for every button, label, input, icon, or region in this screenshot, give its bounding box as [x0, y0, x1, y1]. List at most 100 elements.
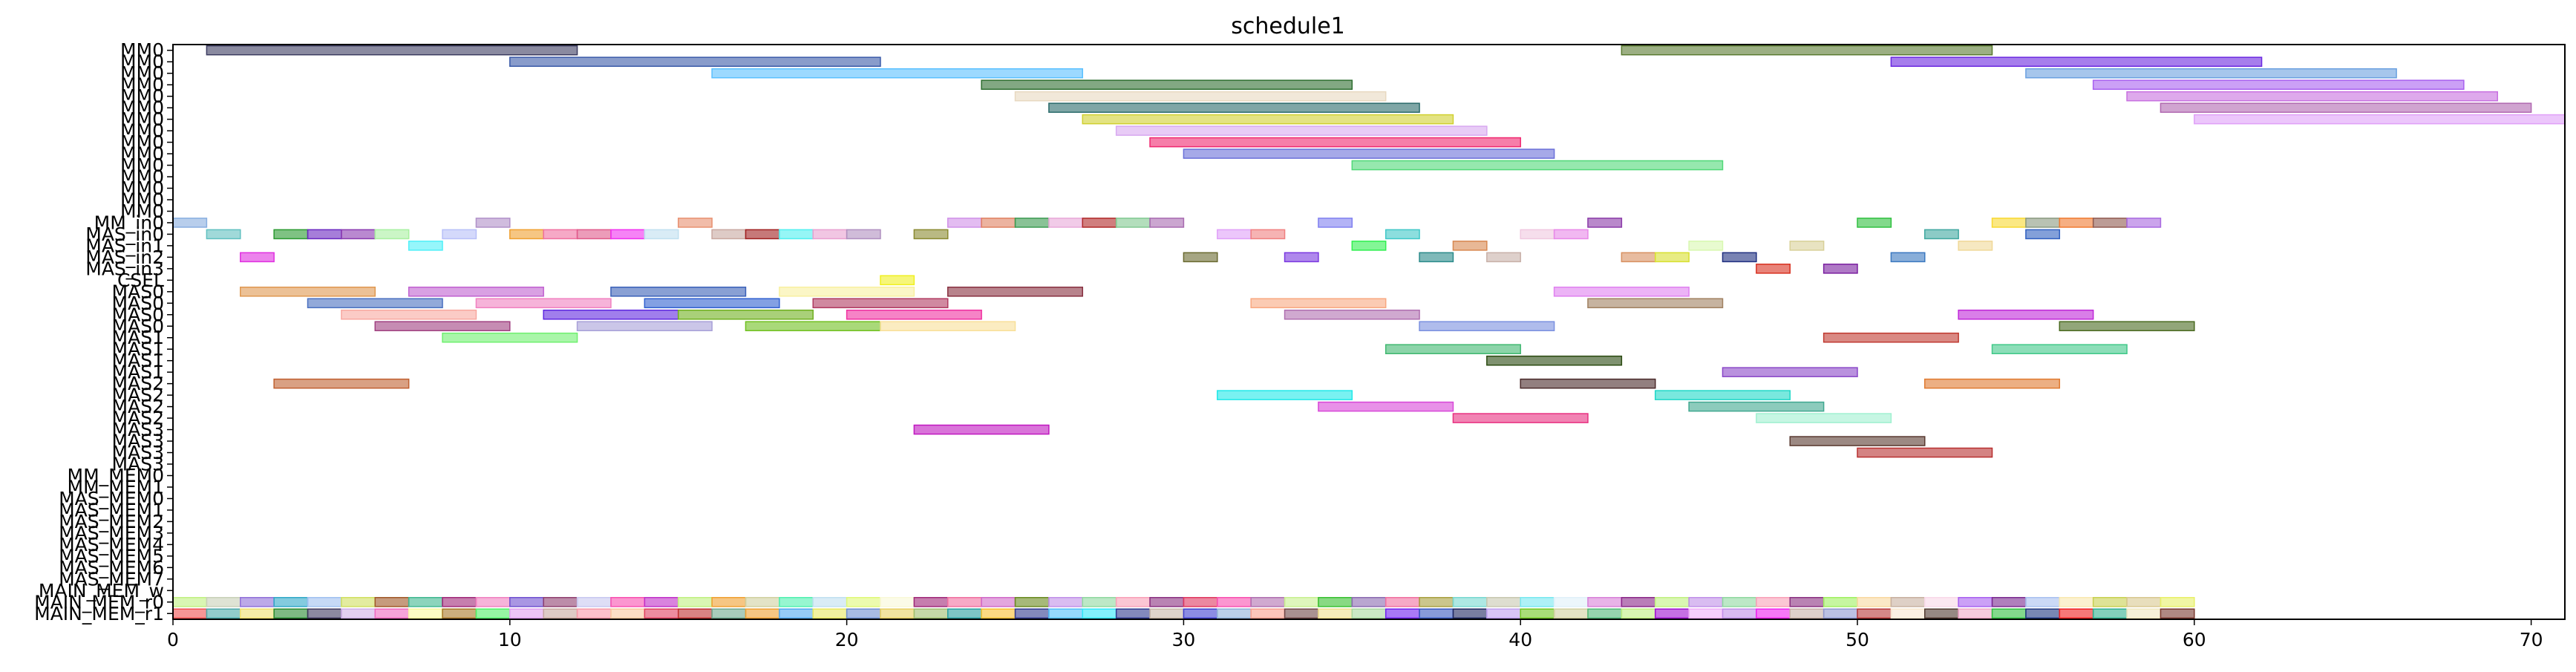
gantt-bar: [307, 298, 443, 309]
y-tick-label: MAS0: [112, 293, 164, 314]
gantt-bar: [1385, 344, 1521, 354]
gantt-bar: [745, 229, 780, 240]
gantt-bar: [1991, 596, 2027, 607]
gantt-bar: [240, 252, 275, 263]
gantt-bar: [1149, 218, 1185, 228]
gantt-bar: [1014, 608, 1050, 619]
gantt-bar: [880, 596, 915, 607]
gantt-bar: [1587, 608, 1623, 619]
gantt-bar: [1351, 608, 1387, 619]
gantt-bar: [1890, 56, 2263, 67]
gantt-bar: [408, 241, 443, 251]
gantt-bar: [307, 596, 342, 607]
x-tick-label: 30: [1172, 629, 1196, 650]
gantt-bar: [1115, 218, 1151, 228]
gantt-bar: [711, 229, 747, 240]
y-axis: MAIN_MEM_r1MAIN_MEM_r0MAIN_MEM_wMAS_MEM7…: [34, 39, 173, 624]
gantt-bar: [374, 321, 511, 332]
gantt-bar: [846, 309, 982, 320]
gantt-bar: [1991, 608, 2027, 619]
gantt-bar: [1654, 390, 1791, 400]
gantt-bar: [408, 608, 443, 619]
gantt-bar: [812, 298, 949, 309]
gantt-bar: [1857, 596, 1892, 607]
gantt-bar: [240, 287, 376, 297]
gantt-bar: [1284, 252, 1319, 263]
gantt-bar: [1183, 149, 1555, 159]
gantt-bar: [846, 608, 881, 619]
y-tick-label: MAS0: [112, 281, 164, 302]
gantt-bar: [475, 298, 612, 309]
gantt-bar: [2025, 68, 2397, 79]
y-tick-label: MAS2: [112, 396, 164, 417]
gantt-bar: [1284, 596, 1319, 607]
y-tick-label: MAS_MEM2: [59, 511, 164, 532]
gantt-bar: [1419, 608, 1454, 619]
y-tick-label: MM0: [120, 120, 164, 142]
gantt-bar: [610, 287, 747, 297]
gantt-bar: [2160, 596, 2195, 607]
x-tick-label: 50: [1846, 629, 1869, 650]
gantt-bar: [1756, 264, 1791, 274]
gantt-bar: [1486, 596, 1521, 607]
gantt-bar: [1553, 608, 1589, 619]
gantt-bar: [677, 309, 814, 320]
gantt-bar: [779, 287, 915, 297]
gantt-bar: [1991, 218, 2027, 228]
gantt-bar: [1789, 436, 1926, 446]
y-tick-label: MAS2: [112, 408, 164, 429]
y-tick-label: MAS0: [112, 304, 164, 325]
gantt-bar: [1553, 287, 1690, 297]
gantt-bar: [846, 229, 881, 240]
x-tick-label: 0: [167, 629, 179, 650]
y-tick-label: MAS1: [112, 339, 164, 360]
y-tick-label: MM0: [120, 39, 164, 61]
gantt-bar: [1688, 401, 1825, 412]
gantt-bar: [341, 309, 477, 320]
gantt-bar: [2025, 218, 2061, 228]
gantt-bar: [880, 321, 1016, 332]
gantt-bar: [947, 218, 982, 228]
gantt-bar: [475, 596, 511, 607]
y-tick-label: MM0: [120, 189, 164, 210]
gantt-bar: [1351, 596, 1387, 607]
gantt-bar: [1789, 608, 1825, 619]
y-tick-label: MAIN_MEM_w: [39, 580, 164, 601]
gantt-bar: [1250, 229, 1286, 240]
gantt-bar: [1823, 596, 1858, 607]
gantt-bar: [1756, 596, 1791, 607]
gantt-bar: [1351, 241, 1387, 251]
gantt-bar: [947, 287, 1084, 297]
gantt-bar: [981, 596, 1016, 607]
gantt-bar: [1183, 596, 1218, 607]
gantt-bar: [206, 45, 578, 56]
x-tick-label: 60: [2183, 629, 2206, 650]
gantt-bar: [509, 608, 544, 619]
gantt-bar: [576, 229, 612, 240]
y-tick-label: MAS1: [112, 327, 164, 348]
gantt-bar: [341, 608, 376, 619]
y-tick-label: MAS3: [112, 442, 164, 463]
gantt-bar: [981, 79, 1353, 90]
y-tick-label: MM0: [120, 97, 164, 119]
gantt-bar: [374, 229, 410, 240]
gantt-bar: [880, 608, 915, 619]
gantt-bar: [1890, 252, 1926, 263]
gantt-bar: [2160, 608, 2195, 619]
gantt-bar: [1621, 45, 1993, 56]
gantt-bar: [374, 608, 410, 619]
gantt-bar: [1621, 596, 1656, 607]
gantt-bar: [1520, 608, 1555, 619]
gantt-bar: [1217, 608, 1252, 619]
gantt-bar: [172, 596, 208, 607]
gantt-bar: [1688, 596, 1724, 607]
gantt-bar: [610, 229, 646, 240]
gantt-bar: [812, 608, 848, 619]
gantt-bar: [1756, 413, 1892, 423]
gantt-bar: [2059, 321, 2195, 332]
gantt-bar: [1318, 218, 1353, 228]
gantt-bar: [1419, 252, 1454, 263]
gantt-bar: [1452, 241, 1488, 251]
gantt-bar: [1048, 608, 1084, 619]
gantt-bar: [947, 608, 982, 619]
